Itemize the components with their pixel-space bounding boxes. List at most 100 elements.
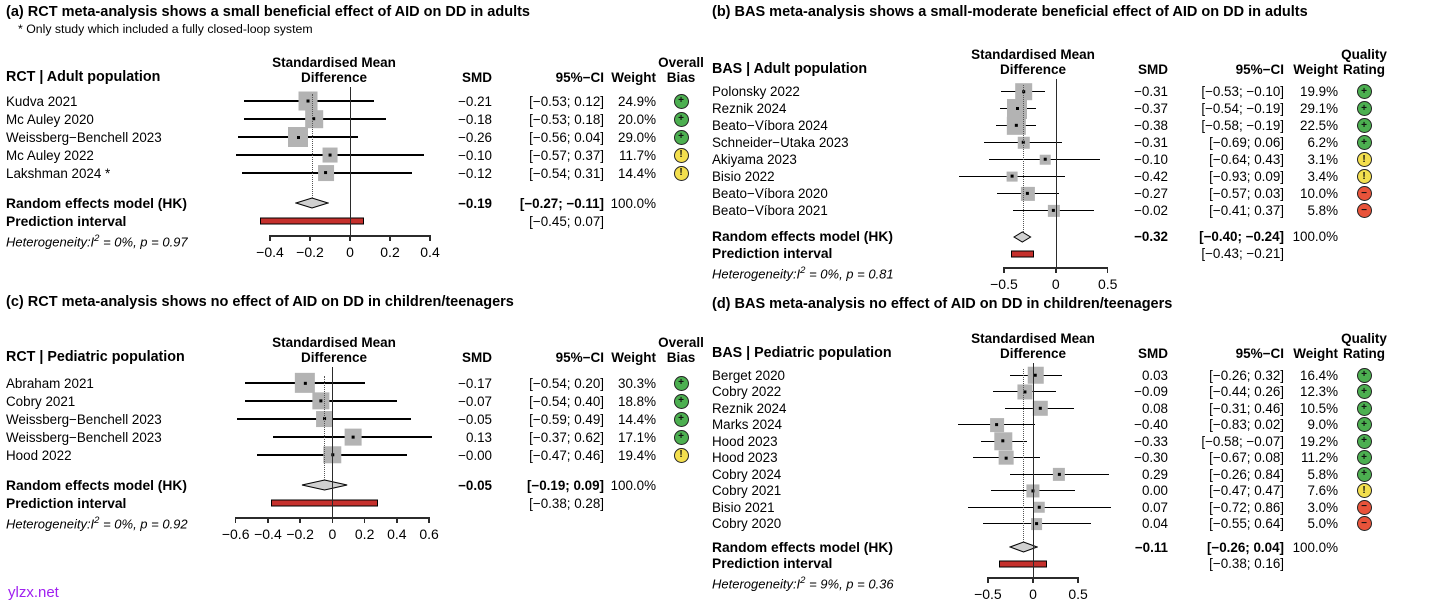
smd-value: 0.00 bbox=[1141, 483, 1168, 499]
weight-value: 18.8% bbox=[618, 393, 656, 409]
summary-plot-cell bbox=[950, 228, 1116, 245]
quality-rating-icon: ! bbox=[673, 447, 689, 463]
forest-plot: BAS | Pediatric population Standardised M… bbox=[712, 316, 1447, 610]
smd-value: 0.29 bbox=[1141, 466, 1168, 482]
quality-rating-icon: ! bbox=[1356, 169, 1372, 184]
watermark-link[interactable]: ylzx.net bbox=[8, 584, 59, 601]
study-plot-cell bbox=[950, 499, 1116, 516]
study-row: Weissberg−Benchell 2023 −0.05 [−0.59; 0.49… bbox=[6, 410, 712, 428]
ci-value: [−0.53; 0.12] bbox=[529, 93, 604, 109]
summary-label: Random effects model (HK) bbox=[712, 539, 893, 555]
effect-point bbox=[1023, 390, 1027, 394]
summary-weight-value: 100.0% bbox=[610, 195, 656, 211]
quality-rating-icon: ! bbox=[1356, 152, 1372, 167]
effect-point bbox=[1057, 472, 1061, 476]
weight-value: 3.4% bbox=[1307, 169, 1338, 184]
study-plot-cell bbox=[226, 392, 442, 410]
quality-rating-icon: + bbox=[1356, 400, 1372, 416]
summary-label: Random effects model (HK) bbox=[712, 229, 893, 244]
summary-row: Random effects model (HK) −0.32 [−0.40; −0… bbox=[712, 228, 1447, 245]
smd-value: −0.18 bbox=[458, 111, 492, 127]
quality-rating-icon: + bbox=[1356, 135, 1372, 150]
study-label: Reznik 2024 bbox=[712, 101, 787, 116]
study-plot-cell bbox=[950, 366, 1116, 384]
summary-diamond bbox=[1008, 541, 1038, 553]
column-header-row: BAS | Adult population Standardised Mean … bbox=[712, 30, 1447, 78]
x-axis-tick-label: −0.2 bbox=[296, 244, 324, 260]
axis-row: Heterogeneity:I2 = 0%, p = 0.92 −0.6 −0.4−… bbox=[6, 512, 712, 558]
effect-square bbox=[1032, 401, 1048, 416]
x-axis-tick-label: −0.5 bbox=[990, 276, 1018, 292]
study-plot-cell bbox=[950, 134, 1116, 151]
ci-value: [−0.26; 0.32] bbox=[1209, 367, 1284, 383]
weight-value: 14.4% bbox=[618, 165, 656, 181]
prediction-plot-cell bbox=[226, 212, 442, 230]
ci-value: [−0.59; 0.49] bbox=[529, 411, 604, 427]
pooled-effect-dotted-line bbox=[1022, 85, 1024, 232]
study-row: Weissberg−Benchell 2023 0.13 [−0.37; 0.62]… bbox=[6, 428, 712, 446]
panel-a-rct-adults: (a) RCT meta-analysis shows a small bene… bbox=[6, 4, 712, 276]
heterogeneity-superscript: 2 bbox=[800, 575, 806, 586]
summary-plot-cell bbox=[950, 539, 1116, 556]
smd-value: −0.07 bbox=[458, 393, 492, 409]
panel-title: (d) BAS meta-analysis no effect of AID o… bbox=[712, 296, 1173, 312]
study-row: Reznik 2024 0.08 [−0.31; 0.46] 10.5% + bbox=[712, 400, 1447, 417]
quality-rating-icon: ! bbox=[1356, 483, 1372, 499]
x-axis: −0.6 −0.4 −0.2 0 0.2 0.4 0.6 bbox=[222, 512, 442, 558]
x-axis: −0.4 −0.2 0 0.2 0.4 bbox=[226, 230, 442, 276]
effect-square bbox=[1053, 468, 1066, 481]
effect-square bbox=[1007, 116, 1026, 135]
smd-value: −0.26 bbox=[458, 129, 492, 145]
x-axis-tick bbox=[363, 517, 366, 523]
prediction-interval-bar bbox=[271, 499, 378, 507]
smd-value: −0.02 bbox=[1134, 203, 1168, 218]
smd-value: −0.05 bbox=[458, 411, 492, 427]
heterogeneity-superscript: 2 bbox=[94, 515, 100, 526]
effect-point bbox=[303, 381, 307, 385]
x-axis-tick bbox=[396, 517, 398, 523]
effect-square bbox=[305, 110, 323, 128]
quality-rating-icon: + bbox=[1356, 417, 1372, 433]
ci-value: [−0.54; 0.31] bbox=[529, 165, 604, 181]
rating-cell: + bbox=[1338, 384, 1390, 400]
weight-value: 17.1% bbox=[618, 429, 656, 445]
study-label: Weissberg−Benchell 2023 bbox=[6, 429, 162, 445]
quality-rating-icon: + bbox=[673, 411, 689, 427]
smd-value: −0.37 bbox=[1134, 101, 1168, 116]
ci-value: [−0.67; 0.08] bbox=[1209, 450, 1284, 466]
rating-cell: − bbox=[1338, 499, 1390, 515]
rating-cell: + bbox=[656, 93, 706, 109]
x-axis-tick bbox=[269, 235, 271, 241]
study-row: Hood 2023 −0.33 [−0.58; −0.07] 19.2% + bbox=[712, 432, 1447, 450]
effect-point bbox=[995, 423, 999, 427]
study-label: Berget 2020 bbox=[712, 367, 785, 383]
smd-value: −0.00 bbox=[458, 447, 492, 463]
summary-weight-value: 100.0% bbox=[1292, 229, 1338, 244]
summary-smd-value: −0.11 bbox=[1134, 539, 1168, 555]
ci-value: [−0.47; 0.46] bbox=[529, 447, 604, 463]
smd-column-header: SMD bbox=[1138, 62, 1168, 77]
study-label: Reznik 2024 bbox=[712, 400, 787, 416]
study-label: Bisio 2021 bbox=[712, 499, 775, 515]
rating-cell: + bbox=[656, 411, 706, 427]
study-plot-cell bbox=[226, 110, 442, 128]
weight-column-header: Weight bbox=[611, 70, 656, 85]
rating-cell: + bbox=[1338, 466, 1390, 482]
study-plot-cell bbox=[950, 168, 1116, 185]
quality-rating-icon: + bbox=[1356, 84, 1372, 99]
rating-column-header: Quality Rating bbox=[1341, 46, 1387, 77]
prediction-interval-bar bbox=[260, 217, 364, 225]
group-label: RCT | Pediatric population bbox=[6, 349, 185, 365]
x-axis-tick bbox=[1032, 577, 1034, 583]
effect-point bbox=[312, 117, 316, 121]
heterogeneity-text: Heterogeneity:I2 = 0%, p = 0.92 bbox=[6, 515, 188, 532]
column-header-row: RCT | Pediatric population Standardised M… bbox=[6, 318, 712, 366]
forest-plot: RCT | Adult population Standardised Mean … bbox=[6, 38, 712, 276]
rating-cell: + bbox=[656, 129, 706, 145]
rating-cell: + bbox=[1338, 84, 1390, 99]
heterogeneity-text: Heterogeneity:I2 = 0%, p = 0.81 bbox=[712, 265, 894, 282]
study-row: Abraham 2021 −0.17 [−0.54; 0.20] 30.3% + bbox=[6, 372, 712, 394]
ci-value: [−0.54; 0.40] bbox=[529, 393, 604, 409]
study-label: Beato−Víbora 2020 bbox=[712, 186, 828, 201]
prediction-interval-label: Prediction interval bbox=[6, 213, 127, 229]
